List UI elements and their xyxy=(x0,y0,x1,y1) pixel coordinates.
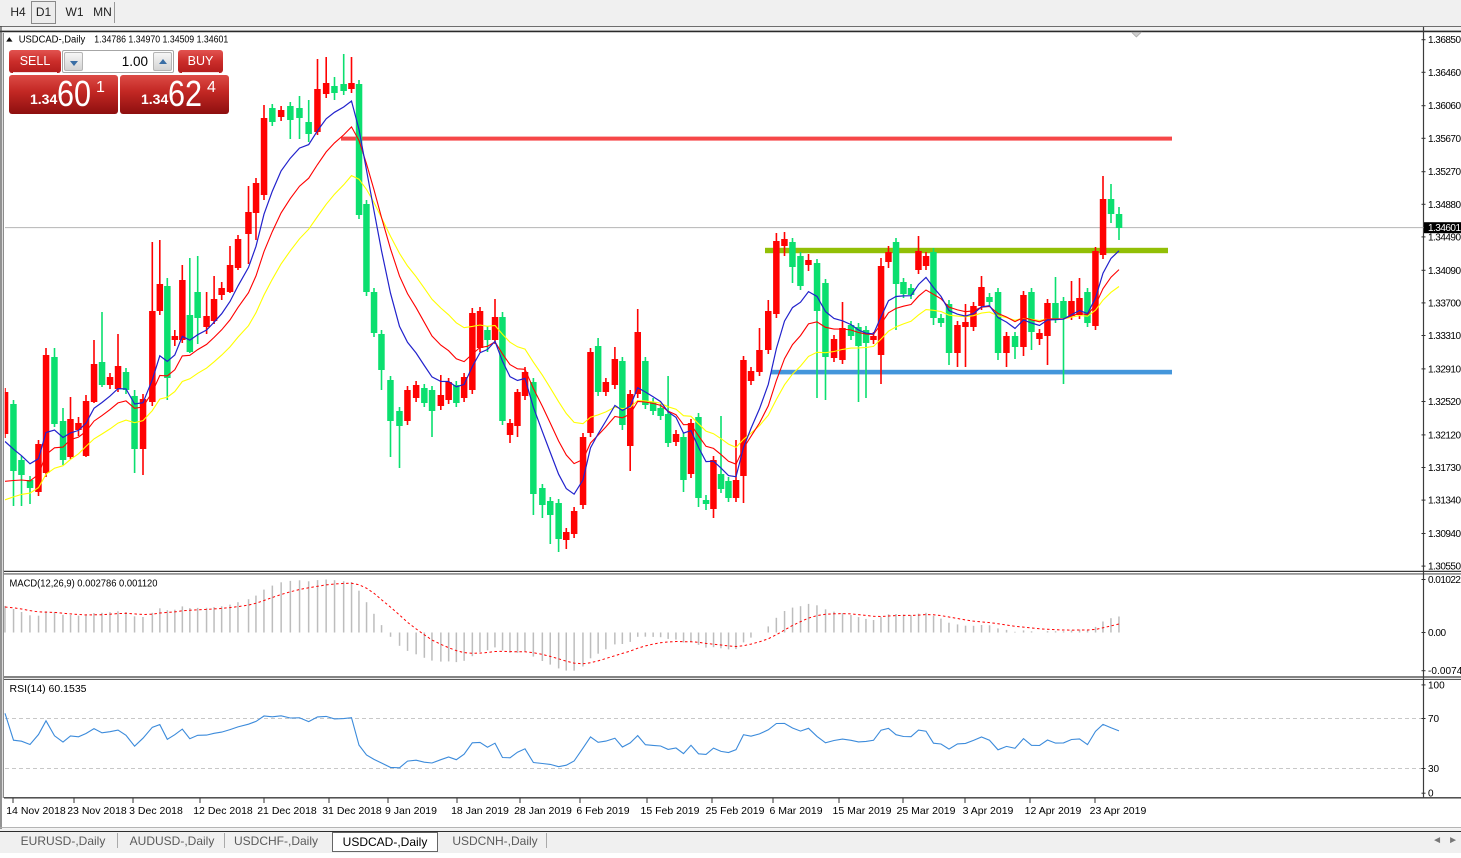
svg-text:31 Dec 2018: 31 Dec 2018 xyxy=(322,805,382,817)
svg-text:MACD(12,26,9) 0.002786 0.00112: MACD(12,26,9) 0.002786 0.001120 xyxy=(10,579,158,590)
svg-text:1.34490: 1.34490 xyxy=(1428,232,1461,243)
svg-text:1.33310: 1.33310 xyxy=(1428,331,1461,342)
svg-text:1.35670: 1.35670 xyxy=(1428,134,1461,145)
svg-text:1.32910: 1.32910 xyxy=(1428,364,1461,375)
svg-text:0.00: 0.00 xyxy=(1428,628,1446,639)
svg-text:1.36060: 1.36060 xyxy=(1428,101,1461,112)
svg-text:1.32520: 1.32520 xyxy=(1428,397,1461,408)
svg-text:3 Apr 2019: 3 Apr 2019 xyxy=(963,805,1014,817)
svg-text:1.32120: 1.32120 xyxy=(1428,430,1461,441)
svg-text:3 Dec 2018: 3 Dec 2018 xyxy=(129,805,183,817)
svg-text:1.35270: 1.35270 xyxy=(1428,167,1461,178)
svg-text:12 Apr 2019: 12 Apr 2019 xyxy=(1025,805,1082,817)
svg-text:-0.00747: -0.00747 xyxy=(1428,666,1461,677)
svg-text:1.34786 1.34970 1.34509 1.3460: 1.34786 1.34970 1.34509 1.34601 xyxy=(94,35,228,46)
svg-text:1.36850: 1.36850 xyxy=(1428,35,1461,46)
svg-text:6 Mar 2019: 6 Mar 2019 xyxy=(769,805,822,817)
svg-text:14 Nov 2018: 14 Nov 2018 xyxy=(6,805,66,817)
svg-text:9 Jan 2019: 9 Jan 2019 xyxy=(385,805,437,817)
svg-text:1.30550: 1.30550 xyxy=(1428,562,1461,573)
svg-text:23 Nov 2018: 23 Nov 2018 xyxy=(67,805,127,817)
svg-text:1.34601: 1.34601 xyxy=(1428,223,1461,234)
svg-text:1.34880: 1.34880 xyxy=(1428,200,1461,211)
svg-text:25 Feb 2019: 25 Feb 2019 xyxy=(706,805,765,817)
svg-text:1.36460: 1.36460 xyxy=(1428,68,1461,79)
svg-text:28 Jan 2019: 28 Jan 2019 xyxy=(514,805,572,817)
svg-text:1.31730: 1.31730 xyxy=(1428,463,1461,474)
svg-text:USDCAD-,Daily: USDCAD-,Daily xyxy=(19,35,86,46)
svg-text:23 Apr 2019: 23 Apr 2019 xyxy=(1090,805,1147,817)
svg-text:12 Dec 2018: 12 Dec 2018 xyxy=(193,805,253,817)
svg-text:100: 100 xyxy=(1428,680,1445,691)
svg-text:1.34090: 1.34090 xyxy=(1428,266,1461,277)
svg-text:0.010225: 0.010225 xyxy=(1428,575,1461,586)
svg-text:21 Dec 2018: 21 Dec 2018 xyxy=(257,805,317,817)
svg-text:18 Jan 2019: 18 Jan 2019 xyxy=(451,805,509,817)
svg-text:30: 30 xyxy=(1428,764,1440,775)
svg-text:1.33700: 1.33700 xyxy=(1428,298,1461,309)
svg-text:6 Feb 2019: 6 Feb 2019 xyxy=(576,805,629,817)
svg-text:15 Feb 2019: 15 Feb 2019 xyxy=(641,805,700,817)
svg-text:0: 0 xyxy=(1428,789,1434,800)
svg-text:RSI(14) 60.1535: RSI(14) 60.1535 xyxy=(10,684,87,695)
svg-text:1.31340: 1.31340 xyxy=(1428,496,1461,507)
svg-text:1.30940: 1.30940 xyxy=(1428,529,1461,540)
svg-text:25 Mar 2019: 25 Mar 2019 xyxy=(897,805,956,817)
svg-text:15 Mar 2019: 15 Mar 2019 xyxy=(833,805,892,817)
svg-text:70: 70 xyxy=(1428,714,1440,725)
